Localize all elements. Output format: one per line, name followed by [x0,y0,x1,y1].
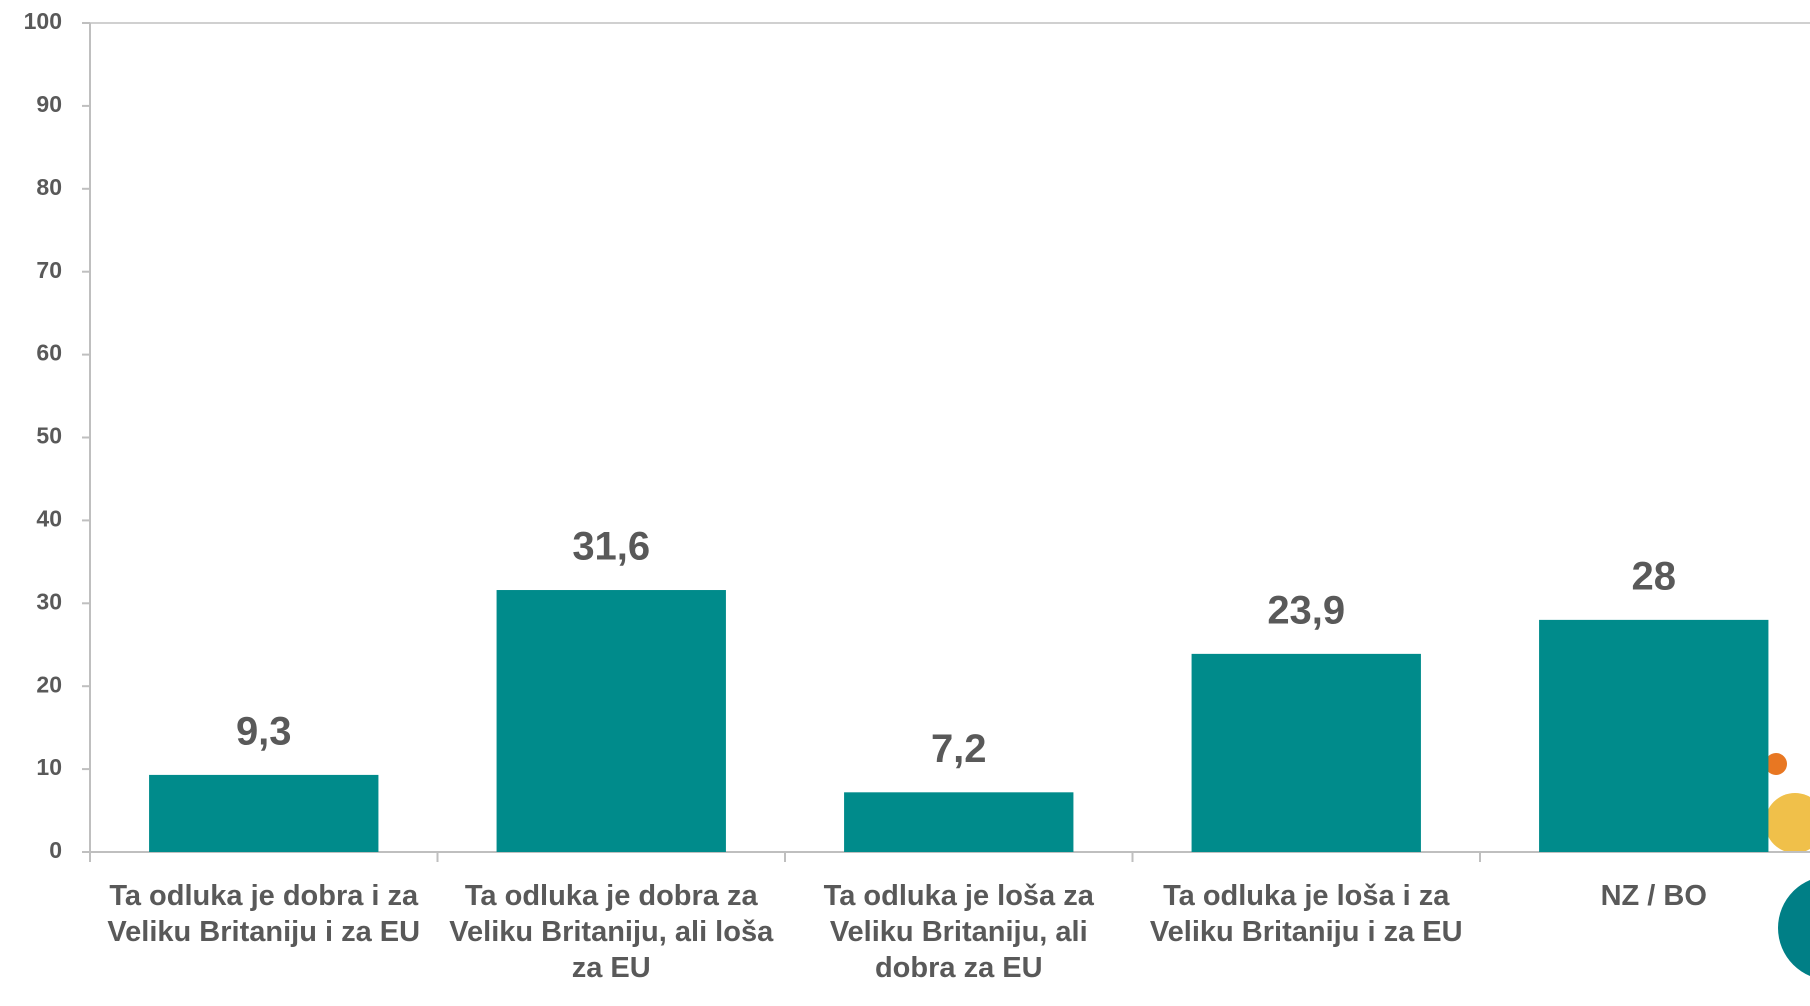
y-tick-label: 10 [36,754,62,780]
x-tick-label: Ta odluka je dobra i za Veliku Britaniju… [107,880,421,948]
bar [1191,653,1421,852]
y-tick-label: 0 [49,837,62,863]
bar [844,792,1074,852]
decoration [1778,880,1810,976]
decoration [1765,753,1787,775]
decoration [1765,793,1810,853]
y-tick-label: 40 [36,505,62,531]
y-tick-label: 60 [36,340,62,366]
y-tick-label: 100 [24,8,62,34]
y-tick-label: 50 [36,423,62,449]
y-tick-label: 30 [36,588,62,614]
y-tick-label: 90 [36,91,62,117]
y-tick-label: 70 [36,257,62,283]
value-label: 7,2 [931,727,987,771]
value-label: 23,9 [1267,588,1345,632]
value-label: 28 [1632,554,1677,598]
x-tick-label: Ta odluka je loša i za Veliku Britaniju … [1149,880,1463,948]
bar [149,774,379,852]
value-label: 9,3 [236,709,292,753]
x-tick-label: NZ / BO [1600,880,1707,912]
bar [1539,619,1769,852]
value-label: 31,6 [572,525,650,569]
x-tick-label: Ta odluka je dobra za Veliku Britaniju, … [449,880,774,984]
y-tick-label: 20 [36,671,62,697]
y-tick-label: 80 [36,174,62,200]
bar [496,590,726,852]
x-tick-label: Ta odluka je loša za Veliku Britaniju, a… [823,880,1094,984]
